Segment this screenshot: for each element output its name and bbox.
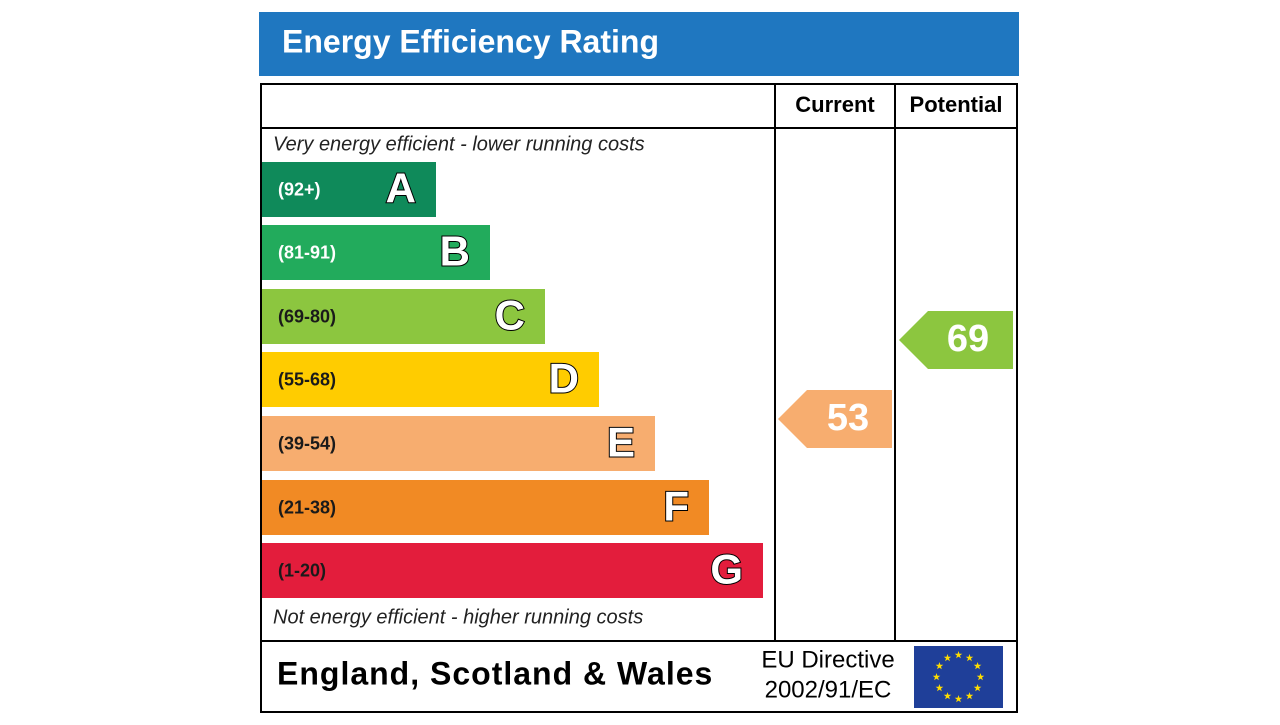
eu-star (973, 662, 982, 670)
column-header: Potential (910, 92, 1003, 117)
bottom-note: Not energy efficient - higher running co… (273, 606, 643, 628)
band (262, 225, 490, 280)
band-range: (21-38) (278, 497, 336, 517)
band-letter: G (710, 546, 743, 593)
frame (260, 83, 1018, 713)
eu-star (954, 695, 963, 703)
band-letter: E (607, 419, 635, 466)
eu-star (954, 651, 963, 659)
region: England, Scotland & Wales (277, 655, 713, 691)
current-arrow (778, 390, 892, 448)
eu-star (943, 692, 952, 700)
band-range: (92+) (278, 179, 321, 199)
band-range: (1-20) (278, 560, 326, 580)
eu-stars (932, 651, 985, 703)
directive: 2002/91/EC (765, 676, 892, 703)
top-note: Very energy efficient - lower running co… (273, 133, 645, 155)
band (262, 416, 655, 471)
band-range: (55-68) (278, 369, 336, 389)
band-range: (81-91) (278, 242, 336, 262)
eu-star (965, 692, 974, 700)
eu-star (943, 653, 952, 662)
header-bar (259, 12, 1019, 76)
bands: (92+) A (81-91) B (69-80) C (55-68) D (39-54) E (2… (262, 162, 763, 598)
band (262, 480, 709, 535)
eu-star (965, 653, 974, 662)
band (262, 162, 436, 217)
eu-star (932, 673, 941, 681)
band (262, 543, 763, 598)
band-range: (39-54) (278, 433, 336, 453)
potential-rating: 69 (947, 318, 989, 360)
column-header: Current (795, 92, 875, 117)
eu-star (973, 684, 982, 692)
band-letter: F (663, 483, 689, 530)
title: Energy Efficiency Rating (282, 23, 659, 59)
band-letter: C (495, 292, 525, 339)
band-letter: D (549, 355, 579, 402)
band-range: (69-80) (278, 306, 336, 326)
band-letter: A (386, 165, 416, 212)
current-rating: 53 (827, 397, 869, 439)
directive: EU Directive (761, 646, 894, 673)
eu-star (935, 662, 944, 670)
band (262, 289, 545, 344)
band-letter: B (440, 228, 470, 275)
eu-star (976, 673, 985, 681)
eu-star (935, 684, 944, 692)
band (262, 352, 599, 407)
potential-arrow (899, 311, 1013, 369)
